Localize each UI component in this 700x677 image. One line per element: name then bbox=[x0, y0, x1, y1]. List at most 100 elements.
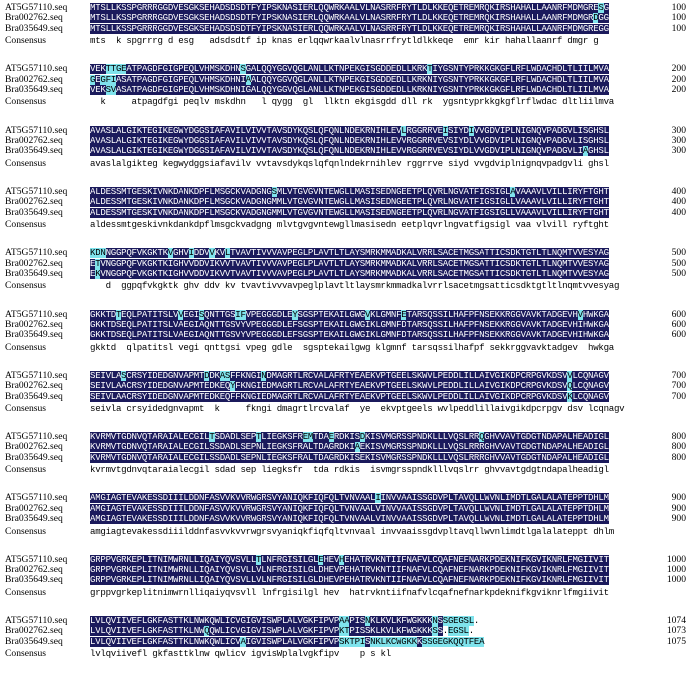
sequence-row: VEKTTGEATPAGDFGIGPEQLVHMSKDHNSGALQQYGGVQ… bbox=[90, 63, 609, 75]
consensus-label: Consensus bbox=[5, 586, 47, 598]
sequence-name: Bra002762.seq bbox=[5, 502, 63, 514]
alignment-block: AT5G57110.seq ALDESSMTGESKIVNKDANKDPFLMSG… bbox=[0, 185, 700, 245]
sequence-name: Bra002762.seq bbox=[5, 257, 63, 269]
consensus-row: grppvgrkeplitnimwrnlliqaiyqvsvll lnfrgis… bbox=[90, 586, 610, 598]
sequence-row: AMGIAGTEVAKESSDIIILDDNFASVVKVVRWGRSVYANI… bbox=[90, 513, 609, 525]
consensus-label: Consensus bbox=[5, 525, 47, 537]
consensus-label: Consensus bbox=[5, 157, 47, 169]
sequence-row: SEIVLASCRSYIDEDGNVAPMTDDKASFFKNGINDMAGRT… bbox=[90, 369, 609, 381]
sequence-name: Bra002762.seq bbox=[5, 134, 63, 146]
sequence-row: KVRMVTGDNVQTARAIALECGILSSDADLSEPNLIEGKSF… bbox=[90, 451, 609, 463]
sequence-name: AT5G57110.seq bbox=[5, 63, 68, 75]
sequence-name: Bra035649.seq bbox=[5, 22, 63, 34]
position-number: 500 bbox=[671, 267, 686, 279]
consensus-row: aldessmtgeskivnkdankdpflmsgckvadgng mlvt… bbox=[90, 219, 610, 231]
consensus-row: d ggpqfvkgktk ghv ddv kv tvavtivvvavpegl… bbox=[105, 280, 620, 292]
consensus-label: Consensus bbox=[5, 648, 47, 660]
sequence-name: AT5G57110.seq bbox=[5, 308, 68, 320]
position-number: 600 bbox=[671, 308, 686, 320]
sequence-row: VEKSVASATPAGDFGIGPEQLVHMSKDHNIGALQQYGGVQ… bbox=[90, 84, 609, 96]
consensus-row: k atpagdfgi peqlv mskdhn l qygg gl llktn… bbox=[100, 96, 615, 108]
sequence-row: KDNNGGPQFVKGKTKVGHVIDDVVKVLTVAVTIVVVAVPE… bbox=[90, 247, 609, 259]
sequence-row: LVLQVIIVEFLGKFASTTKLNWKQWLICVAIGVISWPLAL… bbox=[90, 635, 485, 647]
sequence-name: Bra035649.seq bbox=[5, 267, 63, 279]
alignment-block: AT5G57110.seq GKKTDTEQLPATITSLVVEGISQNTTG… bbox=[0, 308, 700, 368]
consensus-row: gkktd qlpatitsl vegi qnttgsi vpeg gdle s… bbox=[90, 341, 615, 353]
sequence-row: MTSLLKSSPGRRRGGDVESGKSEHADSDSDTFYIPSKNAS… bbox=[90, 2, 609, 13]
position-number: 200 bbox=[671, 73, 686, 85]
sequence-name: AT5G57110.seq bbox=[5, 615, 68, 626]
sequence-row: AVASLALGIKTEGIKEGWYDGGSIAFAVILVIVVTAVSDY… bbox=[90, 124, 609, 136]
sequence-row: SEIVLAACRSYIDEDGNVAPMTEDKEQFFKNGIEDMAGRT… bbox=[90, 390, 609, 402]
sequence-row: GRPPVGRKEPLITNIMWRNLLIQAIYQVSVLLTLNFRGIS… bbox=[90, 553, 609, 565]
sequence-row: KVRMVTGDNVQTARAIALECGILTSDADLSEPTLIEGKSF… bbox=[90, 431, 609, 443]
sequence-name: Bra035649.seq bbox=[5, 451, 63, 463]
sequence-row: GKKTDTEQLPATITSLVVEGISQNTTGSIFVPEGGGDLEY… bbox=[90, 308, 609, 320]
position-number: 1074 bbox=[666, 615, 686, 626]
sequence-name: Bra002762.seq bbox=[5, 625, 63, 637]
sequence-name: AT5G57110.seq bbox=[5, 369, 68, 381]
consensus-row: seivla crsyidedgnvapmt k fkngi dmagrtlrc… bbox=[90, 402, 625, 414]
sequence-row: MTSLLKSSPGRRRGGDVESGKSEHADSDSDTFYIPSKNAS… bbox=[90, 22, 609, 34]
consensus-row: mts k spgrrrg d esg adsdsdtf ip knas erl… bbox=[90, 35, 599, 47]
position-number: 500 bbox=[671, 247, 686, 259]
sequence-name: Bra035649.seq bbox=[5, 635, 63, 647]
alignment-block: AT5G57110.seq GRPPVGRKEPLITNIMWRNLLIQAIYQ… bbox=[0, 553, 700, 613]
sequence-row: LVLQVIIVEFLGKFASTTKLNWKQWLICVGIGVISWPLAL… bbox=[90, 615, 480, 626]
consensus-row: avaslalgikteg kegwydggsiafavilv vvtavsdy… bbox=[90, 157, 610, 169]
position-number: 100 bbox=[671, 2, 686, 13]
position-number: 400 bbox=[671, 185, 686, 197]
sequence-row: GRPPVGRKEPLITNIMWRNLLIQAIYQVSVLLVLNFRGIS… bbox=[90, 574, 609, 586]
sequence-name: Bra002762.seq bbox=[5, 318, 63, 330]
consensus-label: Consensus bbox=[5, 96, 47, 108]
sequence-name: AT5G57110.seq bbox=[5, 431, 68, 443]
alignment-block: AT5G57110.seq AMGIAGTEVAKESSDIIILDDNFASVV… bbox=[0, 493, 700, 551]
sequence-row: AMGIAGTEVAKESSDIIILDDNFASVVKVVRWGRSVYANI… bbox=[90, 492, 609, 504]
position-number: 700 bbox=[671, 390, 686, 402]
position-number: 200 bbox=[671, 84, 686, 96]
alignment-block: AT5G57110.seq KVRMVTGDNVQTARAIALECGILTSDA… bbox=[0, 432, 700, 490]
sequence-name: AT5G57110.seq bbox=[5, 185, 68, 197]
sequence-name: Bra002762.seq bbox=[5, 564, 63, 576]
consensus-label: Consensus bbox=[5, 35, 47, 47]
alignment-block: AT5G57110.seq AVASLALGIKTEGIKEGWYDGGSIAFA… bbox=[0, 124, 700, 184]
position-number: 1000 bbox=[666, 553, 686, 565]
sequence-row: SEIVLAACRSYIDEDGNVAPMTEDKEQYFKNGIEDMAGRT… bbox=[90, 380, 609, 392]
sequence-row: GEGFIASATPAGDFGIGPEQLVHMSKDHNIAALQQYGGVQ… bbox=[90, 73, 609, 85]
sequence-row: ALDESSMTGESKIVNKDANKDPFLMSGCKVADGNGMMLVT… bbox=[90, 196, 609, 208]
sequence-row: KVRMVTGDNVQTARAIALECGILSSDADLSEPNLIEGKSF… bbox=[90, 441, 609, 453]
sequence-row: AMGIAGTEVAKESSDIIILDDNFASVVKVVRWGRSVYANI… bbox=[90, 502, 609, 514]
sequence-name: AT5G57110.seq bbox=[5, 553, 68, 565]
consensus-label: Consensus bbox=[5, 341, 47, 353]
position-number: 700 bbox=[671, 369, 686, 381]
sequence-name: Bra035649.seq bbox=[5, 513, 63, 525]
position-number: 300 bbox=[671, 124, 686, 136]
consensus-label: Consensus bbox=[5, 219, 47, 231]
position-number: 900 bbox=[671, 513, 686, 525]
sequence-name: Bra035649.seq bbox=[5, 84, 63, 96]
sequence-name: AT5G57110.seq bbox=[5, 2, 68, 13]
sequence-name: Bra002762.seq bbox=[5, 73, 63, 85]
consensus-label: Consensus bbox=[5, 280, 47, 292]
position-number: 800 bbox=[671, 431, 686, 443]
sequence-row: AVASLALGIKTEGIKEGWYDGGSIAFAVILVIVVTAVSDY… bbox=[90, 134, 609, 146]
alignment-block: AT5G57110.seq VEKTTGEATPAGDFGIGPEQLVHMSKD… bbox=[0, 64, 700, 122]
position-number: 200 bbox=[671, 63, 686, 75]
sequence-row: MTSLLKSSPGRRRGGDVESGKSEHADSDSDTFYIPSKNAS… bbox=[90, 12, 609, 24]
position-number: 900 bbox=[671, 502, 686, 514]
sequence-row: GRPPVGRKEPLITNIMWRNLLIQAIYQVSVLLVLNFRGIS… bbox=[90, 564, 609, 576]
sequence-row: ETVNGGPQFVKGKTKIGHVVDDVIKVVTVAVTIVVVAVPE… bbox=[90, 257, 609, 269]
alignment-block: AT5G57110.seq MTSLLKSSPGRRRGGDVESGKSEHADS… bbox=[0, 3, 700, 61]
position-number: 600 bbox=[671, 329, 686, 341]
sequence-row: ALDESSMTGESKIVNKDANKDPFLMSGCKVADGNGSMLVT… bbox=[90, 185, 609, 197]
sequence-row: GKKTDSEQLPATITSLVAEGIAQNTTGSVYVPEGGGDLEF… bbox=[90, 318, 609, 330]
sequence-name: Bra002762.seq bbox=[5, 12, 63, 24]
alignment-block: AT5G57110.seq LVLQVIIVEFLGKFASTTKLNWKQWLI… bbox=[0, 616, 700, 674]
position-number: 400 bbox=[671, 206, 686, 218]
sequence-name: Bra035649.seq bbox=[5, 145, 63, 157]
sequence-name: Bra002762.seq bbox=[5, 380, 63, 392]
alignment-block: AT5G57110.seq SEIVLASCRSYIDEDGNVAPMTDDKAS… bbox=[0, 369, 700, 429]
sequence-row: LVLQVIIVEFLGKFASTTKLNWQQWLICVGIGVISWPLAL… bbox=[90, 625, 474, 637]
sequence-name: Bra035649.seq bbox=[5, 574, 63, 586]
